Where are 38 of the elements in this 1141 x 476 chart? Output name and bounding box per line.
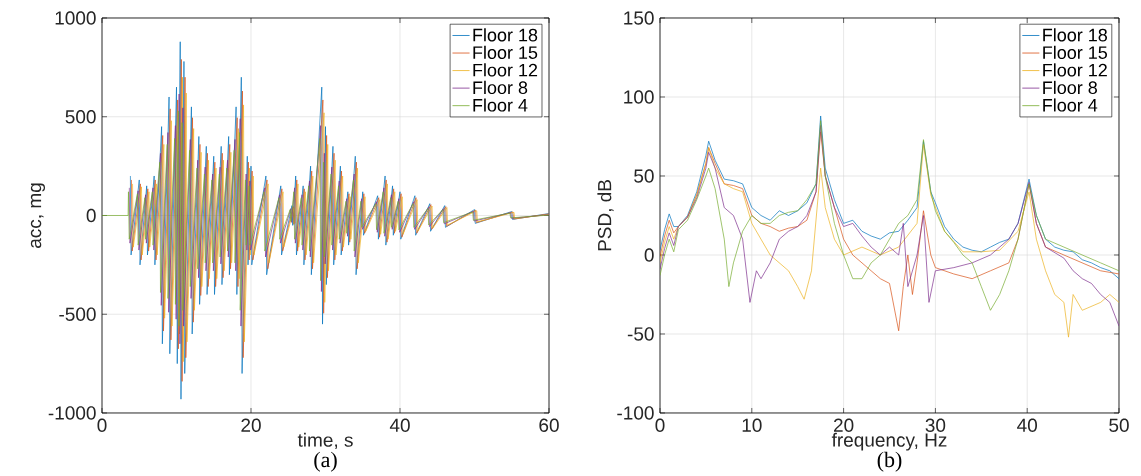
x-tick-label: 0	[97, 418, 107, 432]
y-tick-label: 100	[624, 90, 654, 104]
y-axis-title: PSD, dB	[597, 180, 614, 251]
legend-label: Floor 4	[473, 98, 528, 112]
legend-label: Floor 18	[1043, 28, 1108, 42]
legend-label: Floor 15	[1043, 45, 1108, 59]
x-tick-label: 0	[655, 418, 665, 432]
y-tick-label: 1000	[55, 11, 96, 25]
x-tick-label: 30	[925, 418, 946, 432]
line-series	[102, 110, 549, 327]
x-tick-label: 50	[1109, 418, 1129, 432]
y-tick-label: -500	[59, 307, 96, 321]
legend-label: Floor 12	[1043, 63, 1107, 77]
y-tick-label: 150	[624, 11, 654, 25]
x-tick-label: 10	[742, 418, 762, 432]
y-tick-label: 0	[644, 248, 654, 262]
y-tick-label: -50	[627, 327, 654, 341]
x-tick-label: 60	[539, 418, 559, 432]
legend-label: Floor 15	[473, 45, 538, 59]
y-tick-label: 0	[86, 208, 96, 223]
x-axis-title: time, s	[297, 432, 353, 450]
y-tick-label: -1000	[48, 406, 96, 420]
x-tick-label: 40	[1017, 418, 1038, 432]
legend-label: Floor 12	[473, 63, 538, 77]
x-tick-label: 40	[389, 418, 410, 432]
legend-label: Floor 4	[1043, 98, 1098, 112]
y-axis-title: acc, mg	[30, 183, 46, 248]
x-tick-label: 20	[833, 418, 854, 432]
text: (b)	[877, 451, 902, 472]
y-tick-label: -100	[617, 406, 654, 420]
legend-label: Floor 8	[473, 80, 528, 95]
legend-label: Floor 8	[1043, 80, 1098, 95]
y-tick-label: 500	[65, 110, 96, 124]
x-axis-title: frequency, Hz	[831, 432, 947, 451]
text: (a)	[314, 451, 337, 472]
x-tick-label: 20	[241, 418, 261, 432]
y-tick-label: 50	[634, 169, 654, 183]
legend-label: Floor 18	[473, 28, 538, 42]
